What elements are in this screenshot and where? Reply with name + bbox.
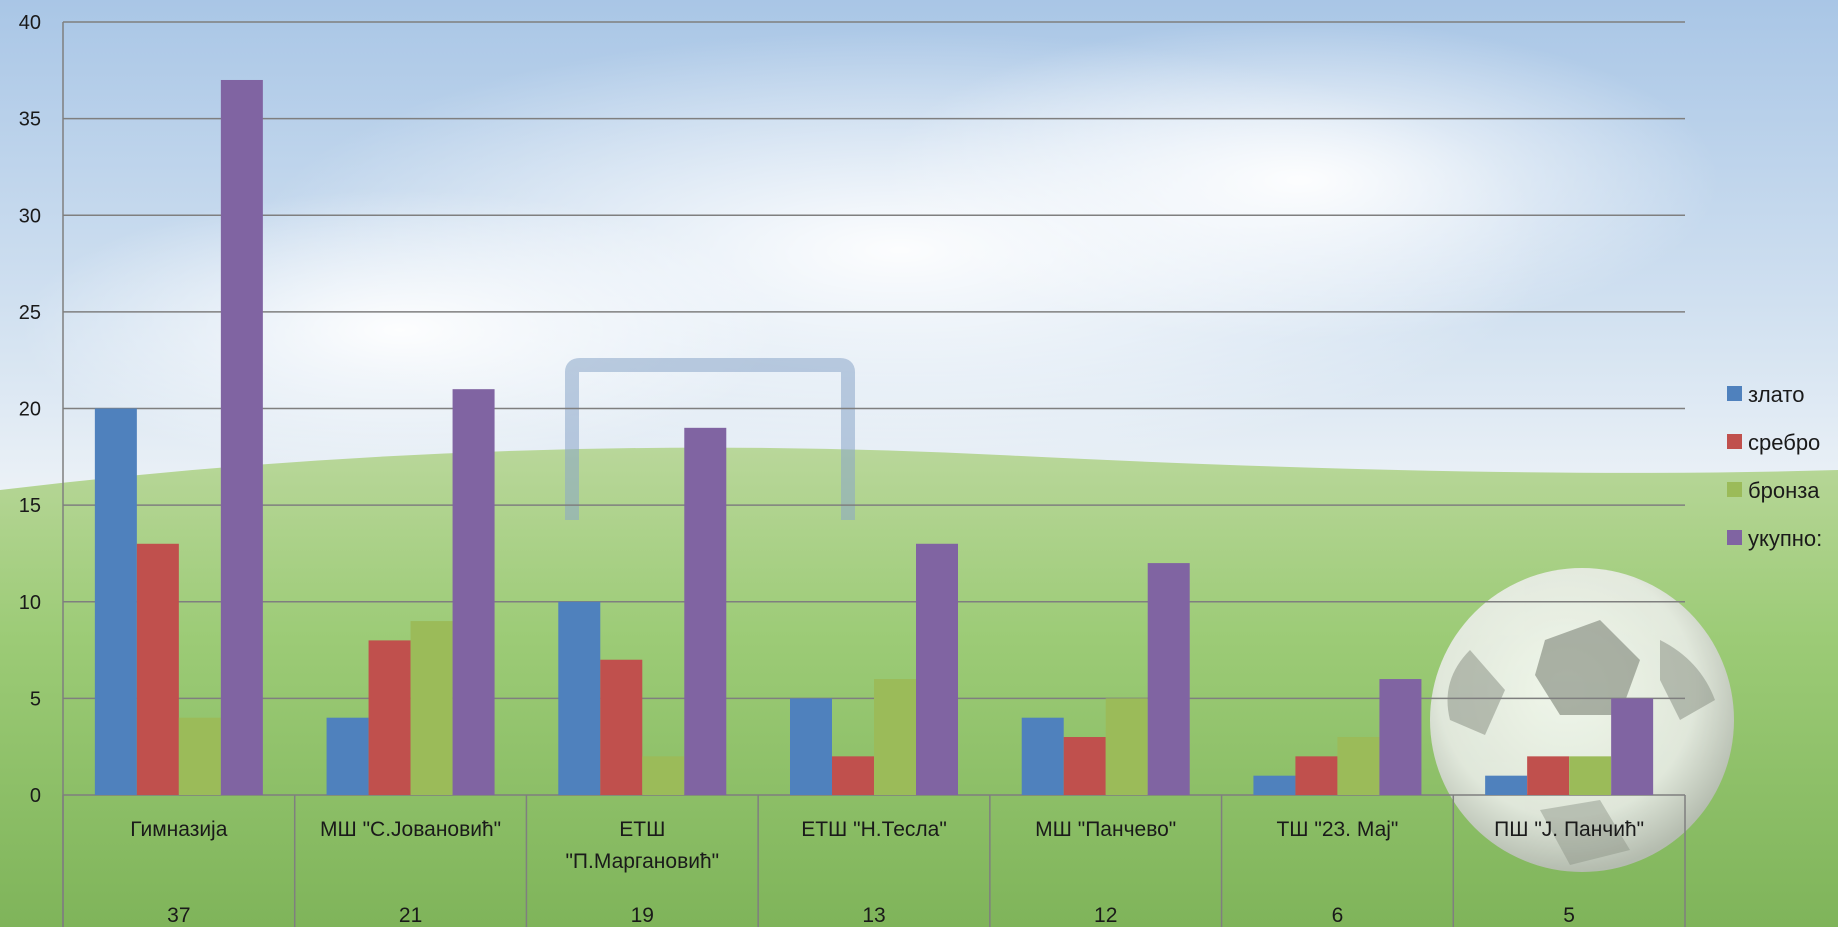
axes [62,22,1686,927]
bar [1105,698,1148,795]
bar [1021,717,1064,795]
table-value: 37 [167,904,190,927]
category-label: ЕТШ "Н.Тесла" [801,818,947,841]
bar [136,543,179,795]
bar [1295,756,1338,795]
category-label: МШ "С.Јовановић" [320,818,501,841]
y-tick-label: 20 [19,399,41,421]
bar [684,427,727,795]
legend: злато сребро бронза укупно: [1727,382,1822,551]
category-label: Гимназија [130,818,227,841]
legend-label: сребро [1748,430,1820,455]
bar [642,756,685,795]
bar [600,659,643,795]
bar [178,717,221,795]
category-label: "П.Маргановић" [565,850,719,873]
category-label: МШ "Панчево" [1035,818,1176,841]
bar [452,389,495,795]
bar [1063,737,1106,795]
legend-label: бронза [1748,478,1820,503]
bar [916,543,958,795]
legend-swatch [1727,482,1742,497]
y-tick-label: 0 [30,785,41,807]
bar [220,79,263,796]
table-value: 13 [862,904,885,927]
bar [1379,679,1422,795]
legend-swatch [1727,386,1742,401]
legend-label: укупно: [1748,526,1822,551]
bar-series [94,79,1654,796]
y-tick-label: 35 [19,109,41,131]
y-tick-label: 30 [19,205,41,227]
legend-swatch [1727,434,1742,449]
bar [1253,775,1296,795]
bar [832,756,874,795]
bar [1337,737,1380,795]
y-tick-label: 15 [19,495,41,517]
table-value: 19 [631,904,654,927]
bar [1527,756,1570,795]
table-value: 5 [1563,904,1575,927]
table-value: 6 [1332,904,1344,927]
bar [1569,756,1612,795]
bar [326,717,369,795]
bar [410,621,453,795]
table-value: 12 [1094,904,1117,927]
goal-icon [565,358,855,520]
bar [94,408,137,795]
legend-swatch [1727,530,1742,545]
bar [1485,775,1528,795]
legend-label: злато [1748,382,1805,407]
category-label: ЕТШ [619,818,665,841]
y-tick-label: 25 [19,302,41,324]
y-tick-label: 5 [30,688,41,710]
bar [368,640,411,795]
bar [558,601,601,795]
y-axis-ticks: 0 5 10 15 20 25 30 35 40 [19,12,41,807]
y-tick-label: 10 [19,592,41,614]
bar [790,698,832,795]
category-axis-table: Гимназија 37 МШ "С.Јовановић" 21 ЕТШ "П.Марга… [130,818,1644,927]
bar [1147,563,1190,795]
bar [874,679,916,795]
category-label: ПШ "Ј. Панчић" [1494,818,1644,841]
soccer-ball-icon [1430,568,1734,872]
y-tick-label: 40 [19,12,41,34]
table-value: 21 [399,904,422,927]
bar [1611,698,1654,795]
category-label: ТШ "23. Мај" [1276,818,1398,841]
